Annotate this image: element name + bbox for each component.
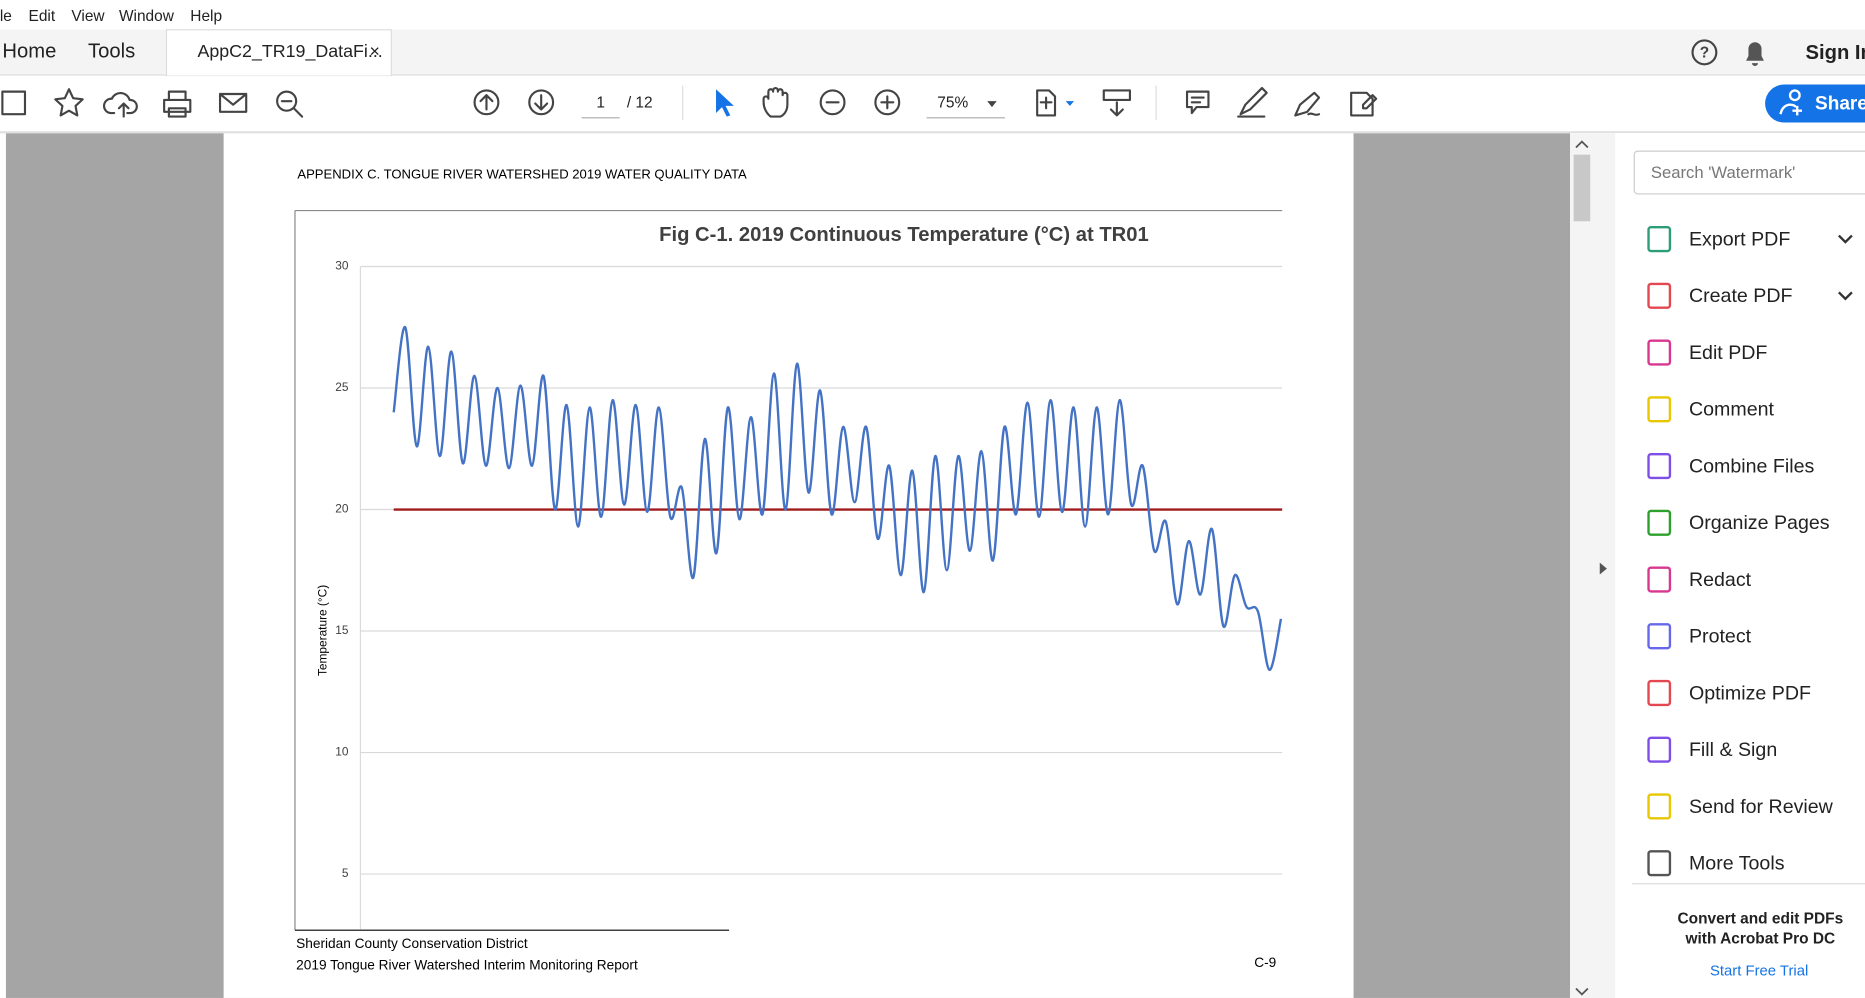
- toolbar: [0, 76, 1865, 133]
- free-trial-link[interactable]: Start Free Trial: [1710, 964, 1808, 980]
- scrollbar[interactable]: [1570, 133, 1594, 998]
- tool-label[interactable]: Optimize PDF: [1689, 682, 1811, 704]
- help-icon[interactable]: ?: [1691, 39, 1718, 66]
- y-tick-label: 20: [335, 502, 349, 516]
- zoom-level[interactable]: 75%: [937, 95, 968, 112]
- menu-item[interactable]: ile: [0, 8, 12, 25]
- bell-icon[interactable]: [1746, 42, 1764, 67]
- tool-icon[interactable]: [1647, 850, 1672, 877]
- tab-title: AppC2_TR19_DataFi...: [197, 41, 382, 62]
- footer-report: 2019 Tongue River Watershed Interim Moni…: [296, 957, 638, 972]
- promo-line: with Acrobat Pro DC: [1684, 931, 1835, 948]
- tool-icon[interactable]: [1647, 566, 1672, 593]
- tool-icon[interactable]: [1647, 226, 1672, 253]
- y-tick-label: 15: [335, 623, 349, 637]
- tool-icon[interactable]: [1647, 679, 1672, 707]
- tool-label[interactable]: Protect: [1689, 626, 1752, 648]
- home-tab[interactable]: Home: [2, 41, 56, 63]
- pdf-page: [223, 133, 1354, 998]
- page-current: 1: [596, 95, 605, 112]
- tool-icon[interactable]: [1647, 282, 1672, 309]
- tool-label[interactable]: Redact: [1689, 569, 1752, 591]
- tool-label[interactable]: Fill & Sign: [1689, 739, 1777, 761]
- tool-icon[interactable]: [1647, 509, 1672, 536]
- tab-close[interactable]: ×: [369, 41, 379, 61]
- tool-icon[interactable]: [1647, 736, 1672, 763]
- page-input[interactable]: [581, 89, 620, 118]
- tool-icon[interactable]: [1647, 396, 1672, 423]
- tool-label[interactable]: More Tools: [1689, 853, 1785, 875]
- tool-label[interactable]: Organize Pages: [1689, 512, 1830, 534]
- y-tick-label: 5: [342, 866, 349, 880]
- expand-chevron[interactable]: [1837, 234, 1853, 244]
- tool-label[interactable]: Edit PDF: [1689, 342, 1767, 364]
- chart-title: Fig C-1. 2019 Continuous Temperature (°C…: [659, 224, 1149, 246]
- tool-label[interactable]: Export PDF: [1689, 228, 1790, 250]
- tool-label[interactable]: Combine Files: [1689, 455, 1815, 477]
- y-tick-label: 10: [335, 745, 349, 759]
- tools-pane: [1615, 133, 1865, 998]
- document-tab[interactable]: [165, 29, 392, 77]
- menu-item[interactable]: View: [71, 8, 105, 25]
- svg-text:?: ?: [1700, 45, 1709, 62]
- tool-label[interactable]: Create PDF: [1689, 285, 1793, 307]
- tool-icon[interactable]: [1647, 623, 1672, 650]
- y-tick-label: 30: [335, 259, 349, 273]
- menu-item[interactable]: Help: [190, 8, 222, 25]
- menu-item[interactable]: Edit: [29, 8, 56, 25]
- menu-bar: [0, 0, 1865, 30]
- promo-line: Convert and edit PDFs: [1677, 911, 1843, 928]
- search-box[interactable]: [1633, 150, 1865, 195]
- scroll-thumb[interactable]: [1573, 154, 1591, 222]
- tools-tab[interactable]: Tools: [88, 41, 135, 63]
- menu-item[interactable]: Window: [119, 8, 175, 25]
- tool-label[interactable]: Comment: [1689, 399, 1775, 421]
- footer-org: Sheridan County Conservation District: [296, 936, 528, 951]
- y-axis-label: Temperature (°C): [316, 585, 330, 676]
- sign-in[interactable]: Sign In: [1806, 42, 1865, 64]
- search-placeholder: Search 'Watermark': [1651, 163, 1795, 182]
- page-total: / 12: [627, 95, 653, 112]
- tool-label[interactable]: Send for Review: [1689, 796, 1834, 818]
- tool-icon[interactable]: [1647, 339, 1672, 366]
- temperature-line: [392, 326, 1283, 672]
- tool-icon[interactable]: [1647, 452, 1672, 480]
- tool-icon[interactable]: [1647, 793, 1672, 820]
- page-number: C-9: [1254, 955, 1276, 970]
- expand-chevron[interactable]: [1837, 291, 1853, 301]
- page-header: APPENDIX C. TONGUE RIVER WATERSHED 2019 …: [297, 166, 747, 181]
- toolbar-icons[interactable]: [1, 86, 1378, 118]
- y-tick-label: 25: [335, 380, 349, 394]
- panel-divider[interactable]: [1593, 133, 1616, 998]
- share-label: Share: [1815, 94, 1865, 115]
